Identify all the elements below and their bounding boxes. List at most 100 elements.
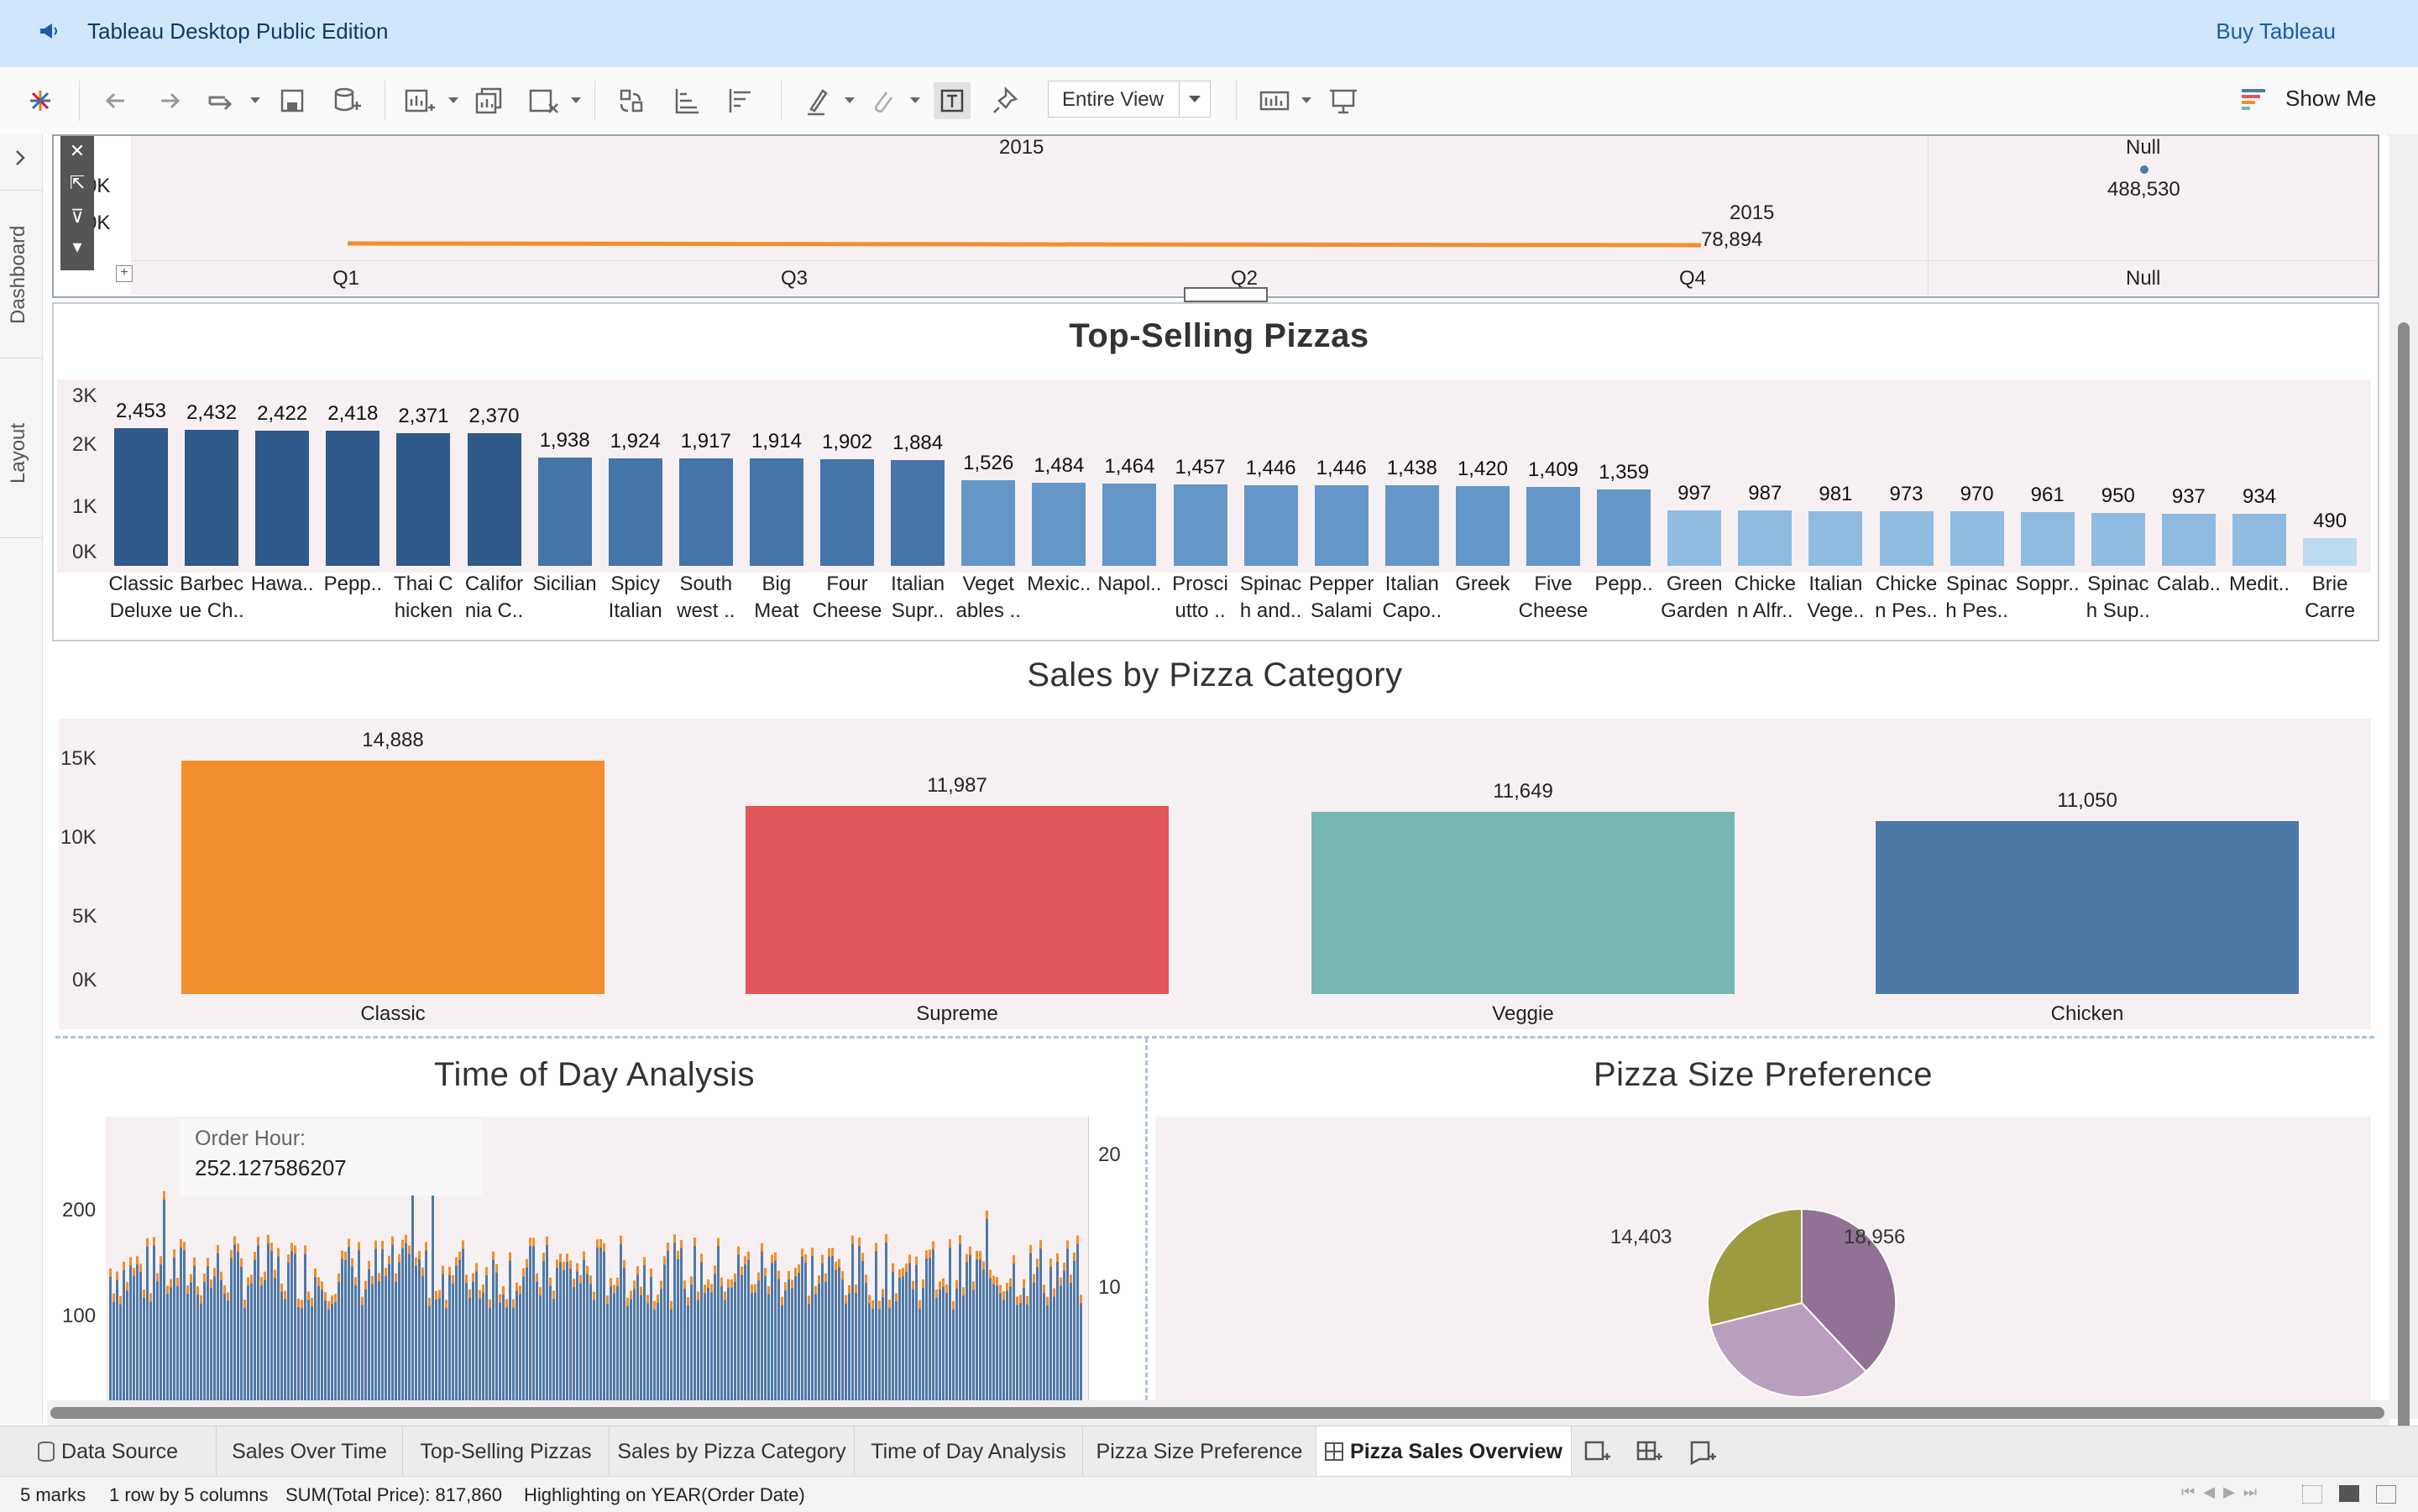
duplicate-sheet-icon[interactable] (472, 82, 509, 119)
tab-sales-by-category[interactable]: Sales by Pizza Category (610, 1426, 855, 1477)
category-bar[interactable] (1876, 820, 2299, 994)
hour-bar (136, 1264, 139, 1415)
forward-arrow-icon[interactable] (151, 82, 188, 119)
new-story-tab-icon[interactable] (1689, 1438, 1716, 1466)
tab-data-source[interactable]: Data Source (0, 1426, 217, 1477)
pizza-bar[interactable] (1738, 510, 1793, 566)
pizza-bar[interactable] (749, 458, 803, 566)
pizza-bar[interactable] (1667, 510, 1722, 566)
pizza-bar[interactable] (2020, 511, 2075, 566)
highlight-icon[interactable] (799, 82, 836, 119)
pizza-bar[interactable] (1173, 484, 1227, 566)
pizza-bar[interactable] (1597, 489, 1651, 566)
tab-sales-over-time[interactable]: Sales Over Time (217, 1426, 403, 1477)
pizza-bar[interactable] (2161, 513, 2216, 566)
hour-bar (569, 1269, 572, 1415)
dashboard-tab[interactable]: Dashboard (7, 225, 29, 324)
pizza-bar[interactable] (961, 480, 1016, 566)
pizza-bar[interactable] (467, 433, 521, 566)
expand-icon[interactable]: + (116, 265, 133, 282)
hour-bar (865, 1283, 867, 1415)
scroll-thumb[interactable] (2398, 322, 2410, 1498)
hour-bar (401, 1248, 404, 1415)
go-to-sheet-icon[interactable]: ⇱ (69, 172, 86, 193)
pizza-bar[interactable] (1455, 486, 1510, 566)
pizza-bar[interactable] (1526, 487, 1580, 566)
hour-bar (955, 1288, 958, 1415)
hour-bar-highlight (761, 1243, 763, 1255)
pizza-bar[interactable] (1102, 484, 1157, 566)
pin-icon[interactable] (987, 82, 1024, 119)
tab-pizza-sales-overview[interactable]: Pizza Sales Overview (1316, 1426, 1572, 1477)
category-bar[interactable] (1311, 811, 1735, 994)
new-dashboard-tab-icon[interactable] (1636, 1438, 1662, 1465)
pizza-bar[interactable] (1950, 511, 2004, 566)
chevron-down-icon[interactable] (1179, 81, 1210, 117)
sort-ascending-icon[interactable] (668, 82, 705, 119)
tab-view-icon[interactable] (2376, 1485, 2396, 1504)
sort-descending-icon[interactable] (722, 82, 759, 119)
filter-icon[interactable]: ⊽ (70, 206, 85, 227)
show-cards-icon[interactable] (1256, 82, 1293, 119)
pizza-bar[interactable] (1243, 484, 1298, 566)
category-bar[interactable] (181, 761, 604, 994)
tab-time-of-day[interactable]: Time of Day Analysis (855, 1426, 1083, 1477)
pizza-bar[interactable] (1314, 484, 1369, 566)
save-icon[interactable] (274, 82, 311, 119)
pizza-bar[interactable] (2232, 513, 2286, 566)
pizza-bar[interactable] (891, 460, 945, 566)
pizza-bar[interactable] (2303, 538, 2358, 566)
buy-tableau-link[interactable]: Buy Tableau (2216, 18, 2336, 44)
show-me-icon[interactable] (2240, 84, 2270, 121)
pizza-bar[interactable] (2091, 512, 2145, 566)
pizza-name: utto .. (1175, 599, 1226, 622)
pizza-bar[interactable] (537, 457, 592, 566)
tab-size-preference[interactable]: Pizza Size Preference (1083, 1426, 1316, 1477)
pizza-bar[interactable] (185, 429, 239, 566)
chevron-right-icon[interactable] (10, 148, 30, 168)
category-bar[interactable] (746, 806, 1169, 994)
tab-top-selling[interactable]: Top-Selling Pizzas (403, 1426, 610, 1477)
tableau-logo-icon[interactable] (22, 82, 59, 119)
more-options-icon[interactable]: ▾ (72, 236, 82, 257)
pizza-bar[interactable] (1384, 485, 1439, 566)
top-selling-pizzas-sheet[interactable] (52, 302, 2379, 641)
pizza-bar[interactable] (820, 459, 874, 566)
fit-view-select[interactable]: Entire View (1048, 81, 1211, 118)
hour-bar (603, 1251, 605, 1415)
filmstrip-view-icon[interactable] (2339, 1485, 2359, 1502)
paperclip-icon[interactable] (865, 82, 902, 119)
pizza-bar[interactable] (1032, 483, 1086, 566)
pizza-bar[interactable] (608, 458, 662, 566)
presentation-mode-icon[interactable] (1325, 82, 1362, 119)
pizza-bar[interactable] (255, 430, 310, 566)
back-arrow-icon[interactable] (97, 82, 134, 119)
pizza-bar[interactable] (396, 432, 451, 566)
clear-sheet-icon[interactable] (524, 82, 561, 119)
swap-rows-columns-icon[interactable] (613, 82, 650, 119)
tab-label: Sales by Pizza Category (617, 1440, 846, 1463)
new-data-source-icon[interactable] (327, 82, 364, 119)
layout-tab[interactable]: Layout (7, 422, 29, 484)
category-title: Sales by Pizza Category (1027, 657, 1403, 693)
close-icon[interactable]: ✕ (69, 140, 86, 161)
vertical-scrollbar[interactable] (2389, 134, 2418, 1498)
pizza-bar[interactable] (1808, 510, 1863, 566)
pizza-bar[interactable] (1879, 511, 1934, 566)
hour-bar-highlight (757, 1272, 760, 1284)
pizza-bar[interactable] (114, 428, 168, 566)
grid-view-icon[interactable] (2302, 1485, 2322, 1504)
sheet-nav-icons[interactable]: ⏮◀▶⏭ (2181, 1483, 2266, 1500)
sales-over-time-sheet[interactable]: 2015 Null 0K 0K 2015 78,894 488,530 + Q1… (52, 134, 2379, 302)
horizontal-scrollbar[interactable] (47, 1400, 2389, 1426)
scroll-thumb[interactable] (50, 1407, 2384, 1419)
pizza-bar[interactable] (326, 430, 380, 566)
text-labels-icon[interactable] (934, 82, 971, 119)
new-worksheet-tab-icon[interactable] (1583, 1438, 1610, 1465)
redo-icon[interactable] (203, 82, 240, 119)
resize-handle[interactable] (1184, 287, 1268, 302)
show-me-button[interactable]: Show Me (2285, 86, 2377, 111)
new-worksheet-icon[interactable] (400, 82, 437, 119)
pizza-name: Classic (108, 573, 174, 595)
pizza-bar[interactable] (678, 458, 733, 566)
